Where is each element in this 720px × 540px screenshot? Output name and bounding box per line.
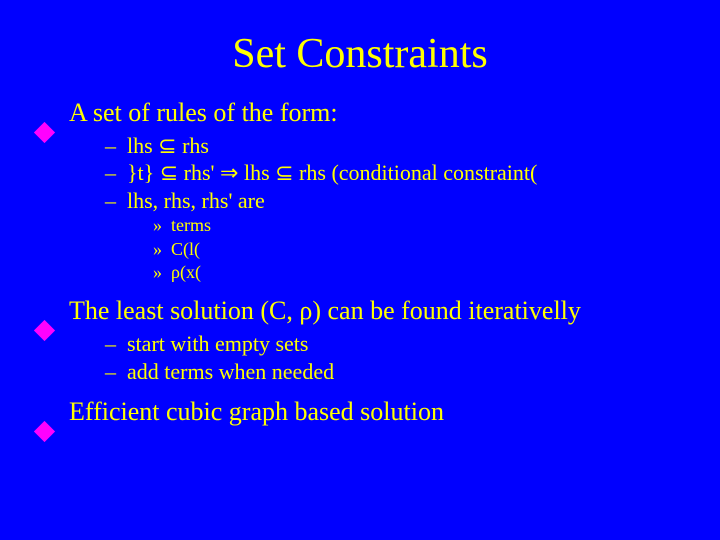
chevron-icon: » [153, 214, 171, 237]
slide: Set Constraints A set of rules of the fo… [0, 0, 720, 540]
slide-body: A set of rules of the form: – lhs ⊆ rhs … [0, 96, 720, 429]
sub-text: }t} ⊆ rhs' ⇒ lhs ⊆ rhs (conditional cons… [127, 159, 700, 187]
sub-item: – }t} ⊆ rhs' ⇒ lhs ⊆ rhs (conditional co… [35, 159, 700, 187]
bullet-item: The least solution (C, ρ) can be found i… [35, 294, 700, 328]
subsub-text: ρ(x( [171, 261, 700, 284]
sub-item: – lhs ⊆ rhs [35, 132, 700, 160]
sub-text: lhs, rhs, rhs' are [127, 187, 700, 215]
chevron-icon: » [153, 238, 171, 261]
sub-text: start with empty sets [127, 330, 700, 358]
bullet-text: The least solution (C, ρ) can be found i… [69, 294, 700, 328]
bullet-text: A set of rules of the form: [69, 96, 700, 130]
bullet-item: Efficient cubic graph based solution [35, 395, 700, 429]
dash-icon: – [105, 187, 127, 215]
subsub-text: C(l( [171, 238, 700, 261]
sub-text: add terms when needed [127, 358, 700, 386]
dash-icon: – [105, 159, 127, 187]
dash-icon: – [105, 132, 127, 160]
sub-item: – start with empty sets [35, 330, 700, 358]
chevron-icon: » [153, 261, 171, 284]
bullet-text: Efficient cubic graph based solution [69, 395, 700, 429]
dash-icon: – [105, 330, 127, 358]
bullet-item: A set of rules of the form: [35, 96, 700, 130]
sub-text: lhs ⊆ rhs [127, 132, 700, 160]
subsub-item: » C(l( [35, 238, 700, 261]
dash-icon: – [105, 358, 127, 386]
sub-item: – add terms when needed [35, 358, 700, 386]
subsub-item: » ρ(x( [35, 261, 700, 284]
slide-title: Set Constraints [0, 0, 720, 96]
sub-item: – lhs, rhs, rhs' are [35, 187, 700, 215]
subsub-text: terms [171, 214, 700, 237]
subsub-item: » terms [35, 214, 700, 237]
